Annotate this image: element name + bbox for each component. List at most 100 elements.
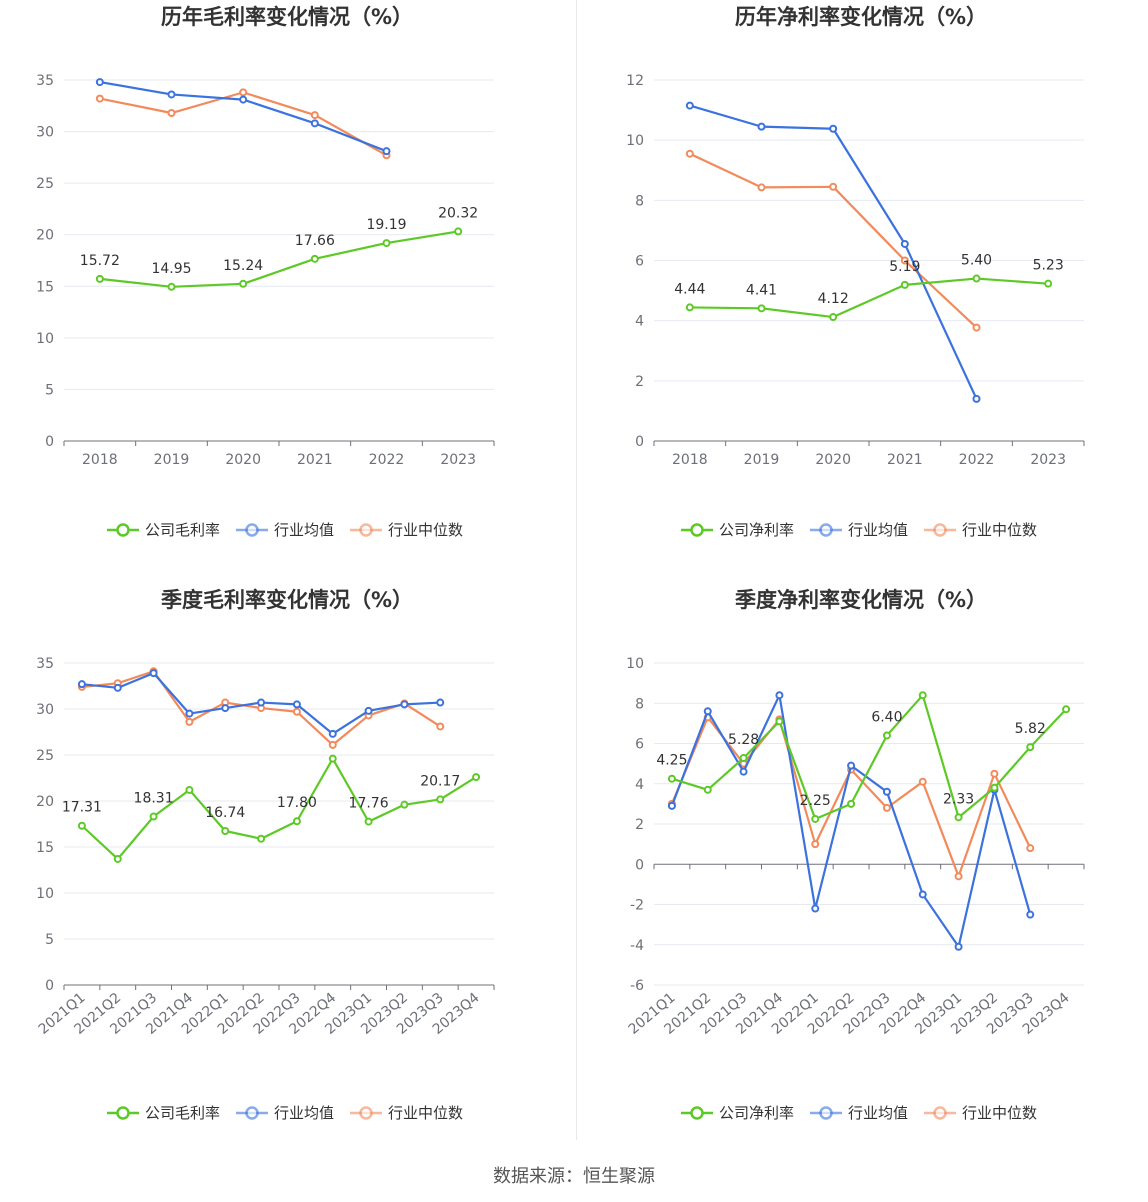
y-tick-label: 12: [626, 73, 644, 89]
data-label: 5.19: [889, 259, 920, 275]
y-tick-label: 6: [635, 254, 644, 270]
y-tick-label: 25: [36, 748, 54, 764]
y-tick-label: 8: [635, 696, 644, 712]
data-point: [739, 767, 748, 776]
y-tick-label: 35: [36, 656, 54, 672]
legend-marker: [359, 523, 373, 537]
legend-label: 行业均值: [848, 1104, 908, 1122]
data-point: [775, 717, 784, 726]
y-tick-label: 30: [36, 125, 54, 141]
data-point: [990, 769, 999, 778]
data-point: [775, 691, 784, 700]
data-label: 17.66: [295, 233, 335, 249]
data-point: [829, 182, 838, 191]
data-label: 2.33: [943, 791, 974, 807]
data-point: [328, 729, 337, 738]
data-point: [310, 119, 319, 128]
data-point: [811, 840, 820, 849]
legend-item: 行业中位数: [350, 521, 463, 539]
legend-marker: [116, 1106, 130, 1120]
legend-item: 行业均值: [810, 1104, 908, 1122]
series-line: [689, 277, 1049, 319]
data-point: [667, 801, 676, 810]
legend-marker: [359, 1106, 373, 1120]
series-industry-avg: [95, 78, 391, 156]
data-point: [77, 680, 86, 689]
data-point: [167, 109, 176, 118]
data-point: [972, 323, 981, 332]
y-tick-label: 0: [635, 857, 644, 873]
data-point: [757, 183, 766, 192]
data-point: [882, 787, 891, 796]
data-label: 4.41: [746, 282, 777, 298]
series-industry-avg: [667, 691, 1035, 951]
data-point: [918, 777, 927, 786]
data-point: [239, 88, 248, 97]
data-point: [739, 753, 748, 762]
data-label: 4.12: [818, 291, 849, 307]
x-tick-label: 2019: [744, 452, 780, 468]
legend-label: 行业中位数: [388, 521, 463, 539]
chart-annual-net-margin: 历年净利率变化情况（%） 0 2 4 6 8 10 12 2018 2019 2020 2021 202…: [574, 0, 1148, 583]
data-label: 17.80: [277, 795, 317, 811]
data-point: [757, 304, 766, 313]
data-point: [882, 803, 891, 812]
data-point: [1026, 910, 1035, 919]
chart-quarterly-net-margin: 季度净利率变化情况（%） -6 -4 -2 0 2 4 6 8 10 2021Q1 2021Q2 202…: [574, 583, 1148, 1166]
data-point: [1044, 279, 1053, 288]
data-point: [328, 754, 337, 763]
data-label: 17.76: [349, 796, 389, 812]
data-point: [900, 280, 909, 289]
data-point: [685, 303, 694, 312]
data-point: [185, 709, 194, 718]
data-point: [829, 124, 838, 133]
data-label: 15.24: [223, 258, 263, 274]
legend-marker: [245, 1106, 259, 1120]
x-tick-label: 2022: [959, 452, 995, 468]
data-point: [847, 799, 856, 808]
data-point: [292, 817, 301, 826]
data-point: [847, 761, 856, 770]
y-tick-label: 4: [635, 777, 644, 793]
series-company: 17.31 18.31 16.74 17.80 17.76 20.17: [62, 754, 481, 863]
data-point: [454, 227, 463, 236]
chart-title: 季度净利率变化情况（%）: [735, 588, 987, 612]
legend-label: 行业中位数: [388, 1104, 463, 1122]
y-tick-label: 10: [626, 656, 644, 672]
data-point: [436, 795, 445, 804]
data-point: [703, 707, 712, 716]
data-label: 17.31: [62, 800, 102, 816]
data-point: [1026, 844, 1035, 853]
data-point: [382, 147, 391, 156]
series-line: [99, 230, 459, 288]
data-label: 19.19: [366, 217, 406, 233]
data-point: [400, 700, 409, 709]
legend-marker: [933, 523, 947, 537]
y-tick-label: 0: [45, 978, 54, 994]
data-point: [95, 274, 104, 283]
y-tick-label: 4: [635, 314, 644, 330]
chart-annual-gross-margin: 历年毛利率变化情况（%） 0 5 10 15 20 25 30 35 2018 2019 2020 20…: [0, 0, 574, 583]
data-point: [972, 394, 981, 403]
legend-marker: [819, 523, 833, 537]
chart-quarterly-gross-margin: 季度毛利率变化情况（%） 0 5 10 15 20 25 30 35 2021Q1 2021Q2 20…: [0, 583, 574, 1166]
data-point: [364, 706, 373, 715]
data-label: 5.23: [1033, 258, 1064, 274]
y-tick-label: 0: [45, 434, 54, 450]
x-tick-label: 2020: [815, 452, 851, 468]
series-industry-avg: [77, 669, 445, 738]
legend-item: 行业均值: [236, 521, 334, 539]
x-tick-label: 2021: [297, 452, 333, 468]
data-label: 5.40: [961, 253, 992, 269]
y-tick-label: -4: [630, 938, 644, 954]
data-label: 4.44: [674, 281, 705, 297]
data-point: [757, 122, 766, 131]
data-point: [1026, 743, 1035, 752]
legend-label: 公司毛利率: [145, 1104, 220, 1122]
data-point: [954, 872, 963, 881]
y-tick-label: 20: [36, 794, 54, 810]
legend-label: 公司毛利率: [145, 521, 220, 539]
data-point: [257, 834, 266, 843]
data-point: [95, 78, 104, 87]
legend-item: 公司净利率: [681, 521, 794, 539]
